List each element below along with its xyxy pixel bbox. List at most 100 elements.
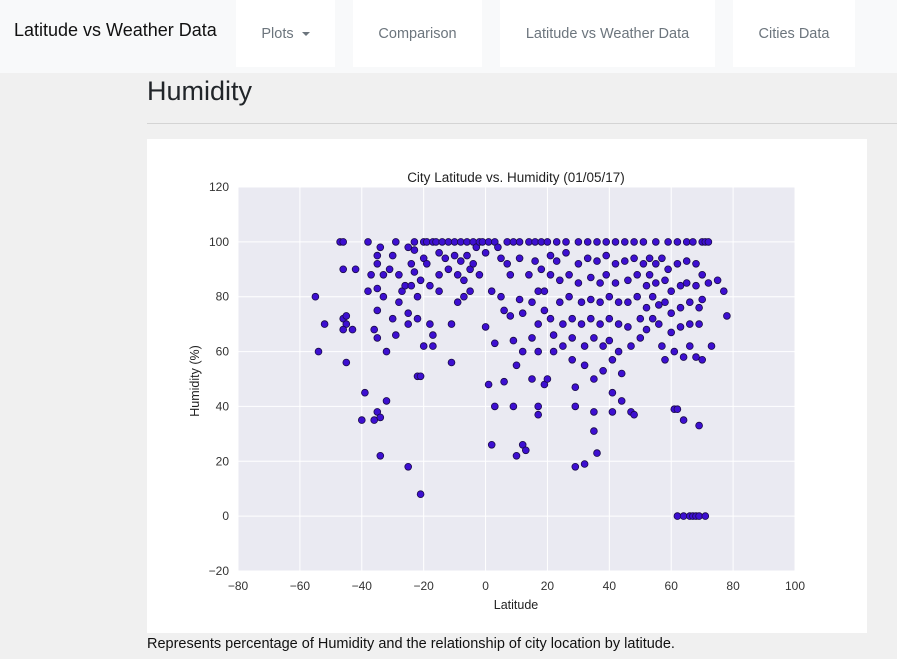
data-point — [642, 325, 651, 334]
data-point — [676, 303, 685, 312]
data-point — [596, 298, 604, 307]
data-point — [543, 238, 552, 246]
data-point — [648, 314, 657, 323]
data-point — [410, 238, 419, 246]
data-point — [531, 238, 539, 246]
x-tick-label: 100 — [785, 579, 805, 593]
nav-cities-data[interactable]: Cities Data — [733, 0, 855, 67]
nav-comparison[interactable]: Comparison — [353, 0, 482, 67]
data-point — [654, 301, 663, 309]
data-point — [388, 251, 397, 260]
data-point — [373, 306, 382, 315]
data-point — [661, 298, 669, 307]
data-point — [450, 251, 459, 260]
data-point — [450, 238, 459, 246]
y-tick-label: −20 — [209, 564, 230, 578]
data-point — [367, 271, 375, 279]
data-point — [503, 238, 512, 246]
data-point — [658, 254, 666, 263]
data-point — [673, 512, 682, 520]
data-point — [416, 490, 425, 499]
page-title: Humidity — [147, 76, 253, 106]
nav-plots-dropdown[interactable]: Plots — [236, 0, 335, 67]
data-point — [555, 276, 564, 285]
data-point — [682, 238, 691, 246]
x-tick-label: −60 — [290, 579, 311, 593]
data-point — [404, 309, 413, 318]
data-point — [568, 314, 577, 323]
data-point — [583, 238, 592, 246]
data-point — [555, 298, 564, 307]
data-point — [534, 320, 543, 328]
data-point — [497, 292, 505, 301]
data-point — [713, 276, 722, 285]
data-point — [422, 260, 431, 268]
data-point — [463, 251, 471, 260]
x-tick-label: 80 — [726, 579, 740, 593]
chart-title: City Latitude vs. Humidity (01/05/17) — [407, 170, 625, 185]
data-point — [392, 238, 400, 246]
data-point — [500, 306, 508, 315]
data-point — [599, 342, 607, 350]
data-point — [645, 254, 654, 263]
data-point — [435, 287, 443, 296]
data-point — [456, 238, 465, 246]
data-point — [481, 249, 490, 257]
data-point — [704, 279, 713, 287]
data-point — [599, 367, 607, 375]
data-point — [546, 314, 555, 323]
data-point — [342, 312, 351, 320]
data-point — [376, 243, 385, 252]
nav-latitude-vs-weather[interactable]: Latitude vs Weather Data — [500, 0, 715, 67]
y-tick-label: 120 — [209, 180, 229, 194]
data-point — [636, 314, 645, 323]
data-point — [583, 254, 592, 263]
caret-down-icon — [301, 31, 310, 36]
data-point — [528, 375, 536, 383]
data-point — [580, 460, 589, 468]
data-point — [534, 402, 543, 411]
data-point — [509, 336, 518, 345]
data-point — [651, 279, 660, 287]
data-point — [512, 451, 521, 460]
data-point — [571, 383, 580, 392]
data-point — [651, 238, 660, 246]
data-point — [593, 257, 601, 265]
data-point — [456, 257, 465, 265]
data-point — [416, 276, 425, 285]
data-point — [676, 323, 685, 331]
data-point — [630, 410, 638, 419]
data-point — [611, 238, 620, 246]
data-point — [614, 298, 623, 307]
data-point — [577, 320, 586, 328]
data-point — [413, 292, 422, 301]
data-point — [574, 260, 583, 268]
data-point — [500, 377, 508, 386]
data-point — [654, 320, 663, 328]
data-point — [682, 257, 691, 265]
data-point — [410, 268, 419, 276]
data-point — [639, 238, 648, 246]
data-point — [534, 410, 543, 419]
data-point — [695, 421, 703, 430]
data-point — [373, 284, 382, 293]
data-point — [453, 298, 462, 307]
data-point — [661, 276, 669, 285]
nav-plots-label: Plots — [261, 25, 294, 42]
data-point — [537, 265, 546, 274]
data-point — [435, 249, 443, 257]
data-point — [645, 271, 654, 279]
data-point — [506, 271, 515, 279]
data-point — [605, 336, 614, 345]
data-point — [497, 254, 505, 263]
data-point — [605, 292, 614, 301]
data-point — [639, 260, 648, 268]
data-point — [602, 251, 611, 260]
navbar-brand[interactable]: Latitude vs Weather Data — [14, 20, 217, 40]
data-point — [463, 238, 471, 246]
data-point — [574, 238, 583, 246]
data-point — [348, 325, 357, 334]
x-axis-ticks: −80 −60 −40 −20 0 20 40 60 80 100 — [228, 579, 806, 593]
x-tick-label: 40 — [603, 579, 617, 593]
data-point — [484, 380, 493, 389]
